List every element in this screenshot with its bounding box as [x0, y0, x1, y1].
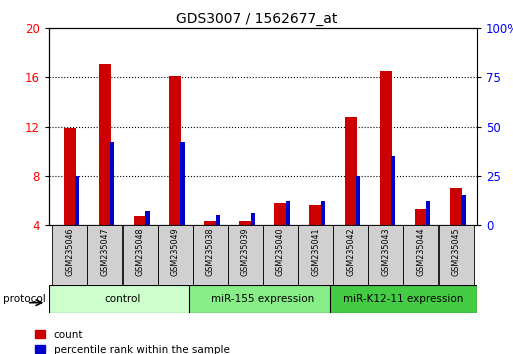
Bar: [380, 71, 392, 225]
Bar: [64, 128, 76, 225]
Bar: [99, 64, 111, 225]
Bar: [391, 156, 396, 225]
Text: GSM235045: GSM235045: [451, 227, 461, 276]
Bar: [415, 209, 427, 225]
Bar: [145, 211, 149, 225]
Bar: [333, 225, 368, 285]
Bar: [49, 285, 196, 313]
Bar: [426, 201, 430, 225]
Text: GDS3007 / 1562677_at: GDS3007 / 1562677_at: [176, 12, 337, 27]
Bar: [345, 117, 357, 225]
Bar: [321, 201, 325, 225]
Text: GSM235039: GSM235039: [241, 227, 250, 276]
Text: GSM235041: GSM235041: [311, 227, 320, 276]
Bar: [274, 203, 287, 225]
Bar: [52, 225, 87, 285]
Bar: [110, 142, 114, 225]
Text: miR-155 expression: miR-155 expression: [211, 294, 314, 304]
Bar: [450, 188, 462, 225]
Bar: [239, 221, 251, 225]
Bar: [263, 225, 298, 285]
Text: GSM235049: GSM235049: [171, 227, 180, 276]
Bar: [403, 225, 439, 285]
Bar: [356, 176, 360, 225]
Text: GSM235046: GSM235046: [65, 227, 74, 276]
Bar: [461, 195, 465, 225]
Text: GSM235047: GSM235047: [101, 227, 109, 276]
Bar: [330, 285, 477, 313]
Text: GSM235044: GSM235044: [417, 227, 425, 276]
Bar: [193, 225, 228, 285]
Bar: [204, 221, 216, 225]
Bar: [251, 213, 255, 225]
Bar: [123, 225, 157, 285]
Bar: [169, 76, 181, 225]
Text: GSM235043: GSM235043: [381, 227, 390, 276]
Bar: [134, 216, 146, 225]
Bar: [286, 201, 290, 225]
Text: GSM235040: GSM235040: [276, 227, 285, 276]
Bar: [298, 225, 333, 285]
Bar: [157, 225, 192, 285]
Bar: [189, 285, 337, 313]
Bar: [87, 225, 123, 285]
Bar: [75, 176, 80, 225]
Bar: [215, 215, 220, 225]
Bar: [228, 225, 263, 285]
Bar: [368, 225, 403, 285]
Text: miR-K12-11 expression: miR-K12-11 expression: [343, 294, 464, 304]
Bar: [439, 225, 473, 285]
Bar: [309, 205, 322, 225]
Text: protocol: protocol: [3, 294, 45, 304]
Bar: [181, 142, 185, 225]
Text: control: control: [104, 294, 141, 304]
Text: GSM235048: GSM235048: [135, 227, 145, 276]
Text: GSM235042: GSM235042: [346, 227, 355, 276]
Legend: count, percentile rank within the sample: count, percentile rank within the sample: [31, 326, 234, 354]
Text: GSM235038: GSM235038: [206, 227, 215, 276]
